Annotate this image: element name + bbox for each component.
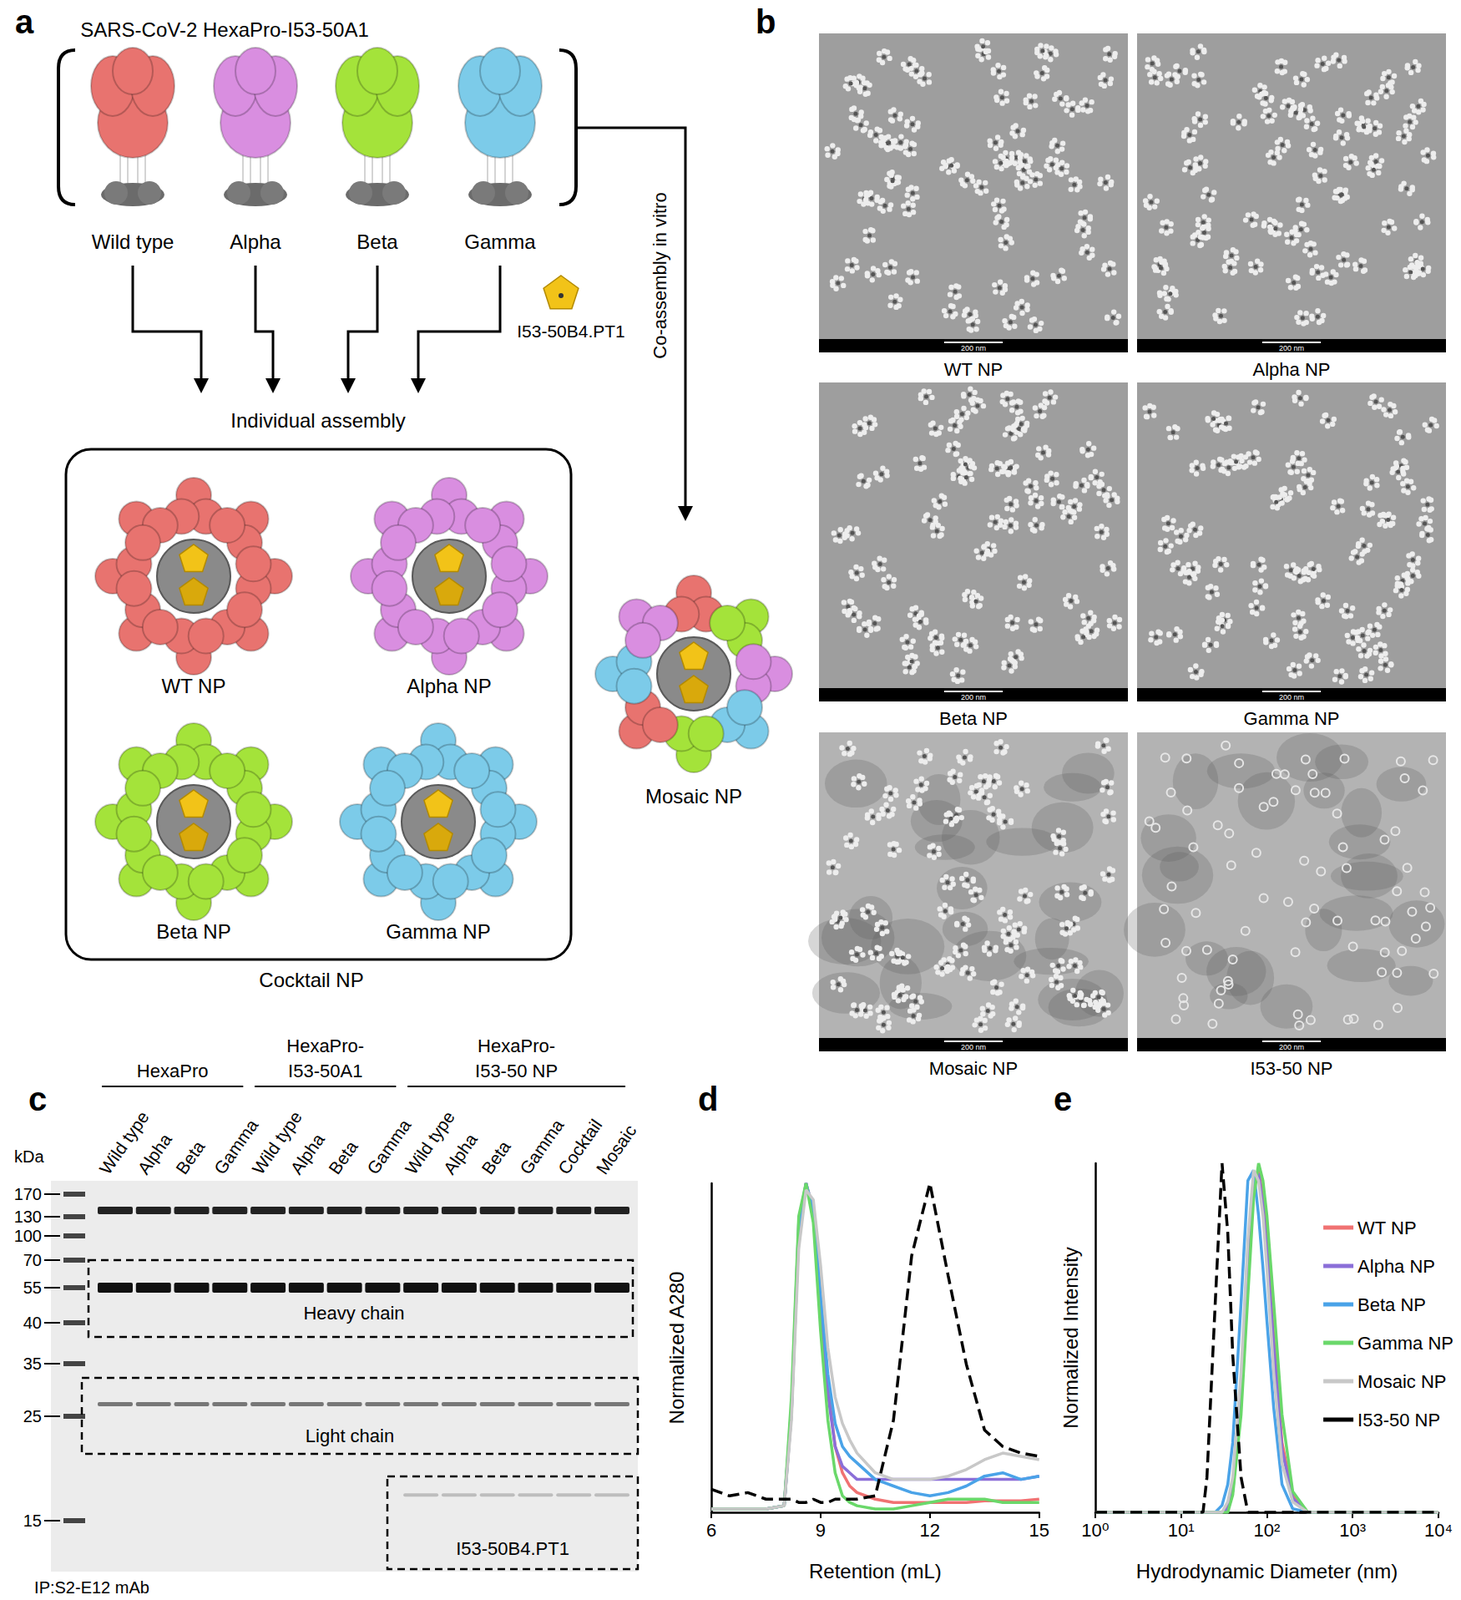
svg-text:Wild type: Wild type (401, 1107, 459, 1178)
svg-text:Mosaic: Mosaic (591, 1121, 640, 1178)
svg-text:WT NP: WT NP (944, 358, 1003, 380)
svg-text:10¹: 10¹ (1167, 1519, 1195, 1541)
svg-text:200 nm: 200 nm (1279, 692, 1305, 702)
svg-text:Cocktail: Cocktail (554, 1115, 606, 1178)
svg-text:Retention (mL): Retention (mL) (808, 1559, 942, 1583)
svg-text:12: 12 (920, 1519, 941, 1541)
svg-text:kDa: kDa (14, 1147, 45, 1166)
svg-text:SARS-CoV-2 HexaPro-I53-50A1: SARS-CoV-2 HexaPro-I53-50A1 (80, 18, 370, 41)
svg-text:I53-50B4.PT1: I53-50B4.PT1 (516, 321, 626, 341)
svg-text:Gamma: Gamma (362, 1115, 415, 1178)
svg-text:Beta NP: Beta NP (939, 707, 1008, 729)
svg-text:15: 15 (1029, 1519, 1050, 1541)
svg-text:Beta: Beta (477, 1136, 515, 1178)
svg-text:e: e (1053, 1080, 1072, 1118)
svg-text:9: 9 (815, 1519, 826, 1541)
svg-text:130: 130 (14, 1207, 42, 1226)
svg-text:Co-assembly in vitro: Co-assembly in vitro (649, 192, 671, 359)
svg-text:Mosaic NP: Mosaic NP (929, 1057, 1018, 1079)
svg-text:Gamma NP: Gamma NP (1357, 1332, 1454, 1354)
svg-text:Individual assembly: Individual assembly (230, 409, 405, 432)
svg-text:Mosaic NP: Mosaic NP (1357, 1370, 1446, 1392)
svg-text:Normalized Intensity: Normalized Intensity (1059, 1246, 1082, 1428)
svg-text:Normalized A280: Normalized A280 (665, 1271, 688, 1425)
svg-text:10³: 10³ (1339, 1519, 1366, 1541)
svg-text:d: d (697, 1080, 718, 1118)
svg-text:Gamma NP: Gamma NP (385, 920, 491, 943)
svg-text:a: a (15, 3, 35, 41)
svg-text:b: b (755, 3, 776, 41)
svg-text:Gamma: Gamma (515, 1115, 568, 1178)
svg-text:200 nm: 200 nm (960, 692, 986, 702)
svg-text:Beta: Beta (356, 230, 399, 253)
svg-text:Alpha: Alpha (229, 230, 282, 253)
svg-text:Alpha NP: Alpha NP (1253, 358, 1331, 380)
svg-text:WT NP: WT NP (1357, 1217, 1416, 1239)
svg-text:I53-50B4.PT1: I53-50B4.PT1 (455, 1537, 570, 1559)
svg-text:Gamma: Gamma (210, 1115, 262, 1178)
svg-text:HexaPro: HexaPro (136, 1060, 209, 1082)
svg-text:I53-50 NP: I53-50 NP (475, 1060, 558, 1082)
svg-text:Wild type: Wild type (95, 1107, 153, 1178)
svg-text:Wild type: Wild type (91, 230, 175, 253)
svg-text:Beta: Beta (171, 1136, 209, 1178)
svg-text:10²: 10² (1253, 1519, 1281, 1541)
svg-text:Alpha NP: Alpha NP (1357, 1255, 1436, 1277)
svg-text:70: 70 (23, 1250, 42, 1269)
svg-text:10⁴: 10⁴ (1424, 1519, 1453, 1541)
svg-text:25: 25 (23, 1406, 42, 1426)
svg-text:Heavy chain: Heavy chain (303, 1302, 405, 1324)
svg-text:Mosaic NP: Mosaic NP (645, 784, 743, 808)
svg-text:Beta NP: Beta NP (156, 920, 231, 943)
svg-text:Light chain: Light chain (305, 1425, 395, 1446)
svg-text:10⁰: 10⁰ (1081, 1519, 1109, 1541)
svg-text:Alpha: Alpha (286, 1129, 329, 1178)
svg-text:IP:S2-E12 mAb: IP:S2-E12 mAb (34, 1577, 150, 1597)
svg-text:c: c (28, 1080, 47, 1118)
svg-text:55: 55 (23, 1278, 42, 1297)
svg-text:Alpha: Alpha (439, 1129, 481, 1178)
svg-text:200 nm: 200 nm (1279, 343, 1305, 353)
svg-text:200 nm: 200 nm (960, 1042, 986, 1052)
svg-text:100: 100 (14, 1226, 42, 1245)
svg-text:I53-50A1: I53-50A1 (288, 1060, 363, 1082)
svg-text:170: 170 (14, 1184, 42, 1204)
svg-text:I53-50 NP: I53-50 NP (1357, 1409, 1441, 1431)
svg-text:WT NP: WT NP (161, 674, 227, 698)
svg-text:35: 35 (23, 1354, 42, 1373)
svg-text:6: 6 (706, 1519, 717, 1541)
svg-text:Wild type: Wild type (248, 1107, 306, 1178)
svg-text:15: 15 (23, 1511, 42, 1530)
svg-text:HexaPro-: HexaPro- (286, 1035, 364, 1057)
svg-text:200 nm: 200 nm (1279, 1042, 1305, 1052)
svg-text:Gamma: Gamma (464, 230, 536, 253)
svg-text:Alpha: Alpha (133, 1129, 176, 1178)
svg-text:Beta NP: Beta NP (1357, 1294, 1426, 1315)
svg-text:200 nm: 200 nm (960, 343, 986, 353)
svg-text:Hydrodynamic Diameter (nm): Hydrodynamic Diameter (nm) (1136, 1559, 1398, 1583)
svg-text:Cocktail NP: Cocktail NP (258, 968, 364, 991)
svg-text:40: 40 (23, 1313, 42, 1332)
svg-text:HexaPro-: HexaPro- (477, 1035, 556, 1057)
svg-text:Beta: Beta (324, 1136, 362, 1178)
svg-text:I53-50 NP: I53-50 NP (1249, 1057, 1333, 1079)
svg-text:Alpha NP: Alpha NP (406, 674, 491, 698)
svg-text:Gamma NP: Gamma NP (1243, 707, 1340, 729)
